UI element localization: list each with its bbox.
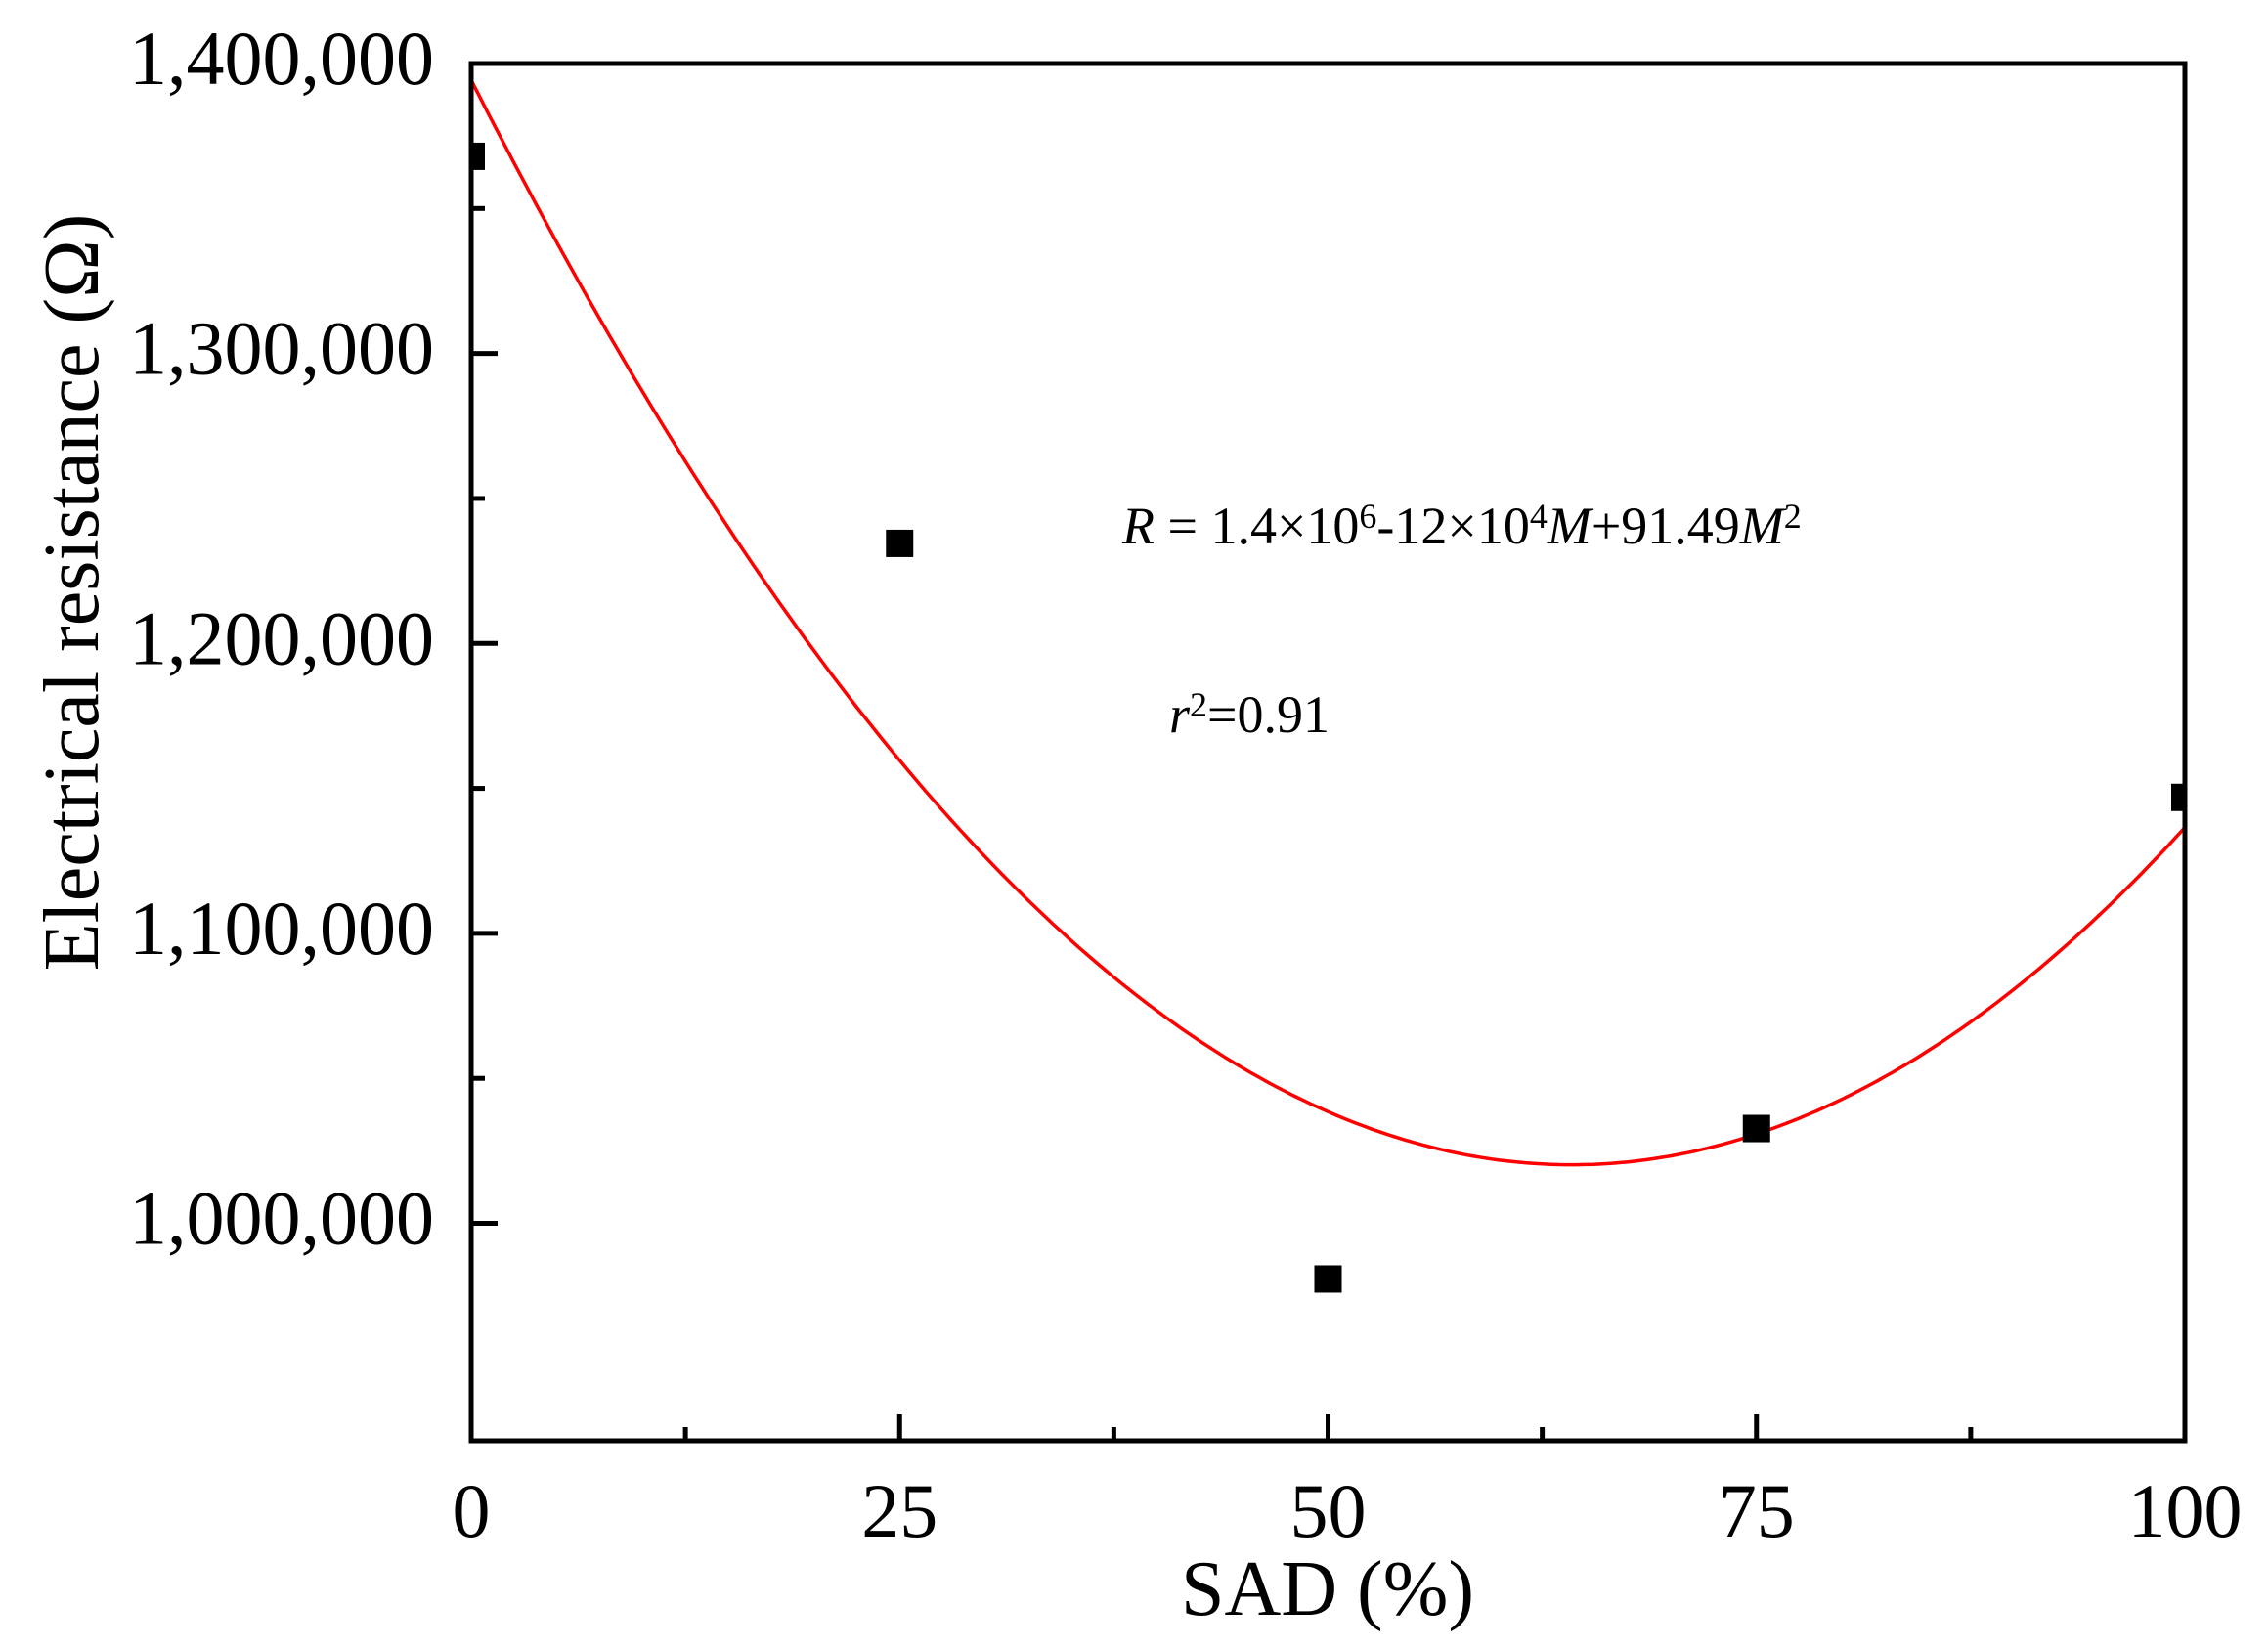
data-point <box>2171 783 2185 811</box>
fit-curve <box>471 79 2185 1167</box>
y-tick-label: 1,300,000 <box>129 306 434 391</box>
y-axis-title: Electrical resistance (Ω) <box>29 214 115 972</box>
x-tick-label: 75 <box>1719 1468 1795 1553</box>
x-tick-label: 100 <box>2128 1468 2243 1553</box>
data-point <box>471 142 485 170</box>
r-squared-label: r2=0.91 <box>1169 685 1330 744</box>
fit-curve-layer <box>471 79 2185 1167</box>
plot-frame <box>468 61 2188 1444</box>
y-tick-label: 1,400,000 <box>129 16 434 101</box>
data-point <box>1314 1265 1342 1293</box>
fit-equation: R = 1.4×106-12×104M+91.49M2 <box>1121 497 1802 555</box>
data-point <box>886 529 914 557</box>
x-axis: 0 25 50 75 100 <box>453 1414 2243 1553</box>
data-point <box>1742 1114 1770 1143</box>
y-tick-label: 1,000,000 <box>129 1176 434 1261</box>
x-tick-label: 50 <box>1290 1468 1367 1553</box>
y-tick-label: 1,100,000 <box>129 886 434 971</box>
y-tick-label: 1,200,000 <box>129 595 434 680</box>
y-axis: 1,000,000 1,100,000 1,200,000 1,300,000 1,40… <box>129 16 498 1261</box>
x-tick-label: 0 <box>453 1468 491 1553</box>
x-tick-label: 25 <box>861 1468 938 1553</box>
data-points-layer <box>471 142 2185 1293</box>
plot-border <box>468 61 2188 1444</box>
x-axis-title: SAD (%) <box>1181 1546 1474 1632</box>
